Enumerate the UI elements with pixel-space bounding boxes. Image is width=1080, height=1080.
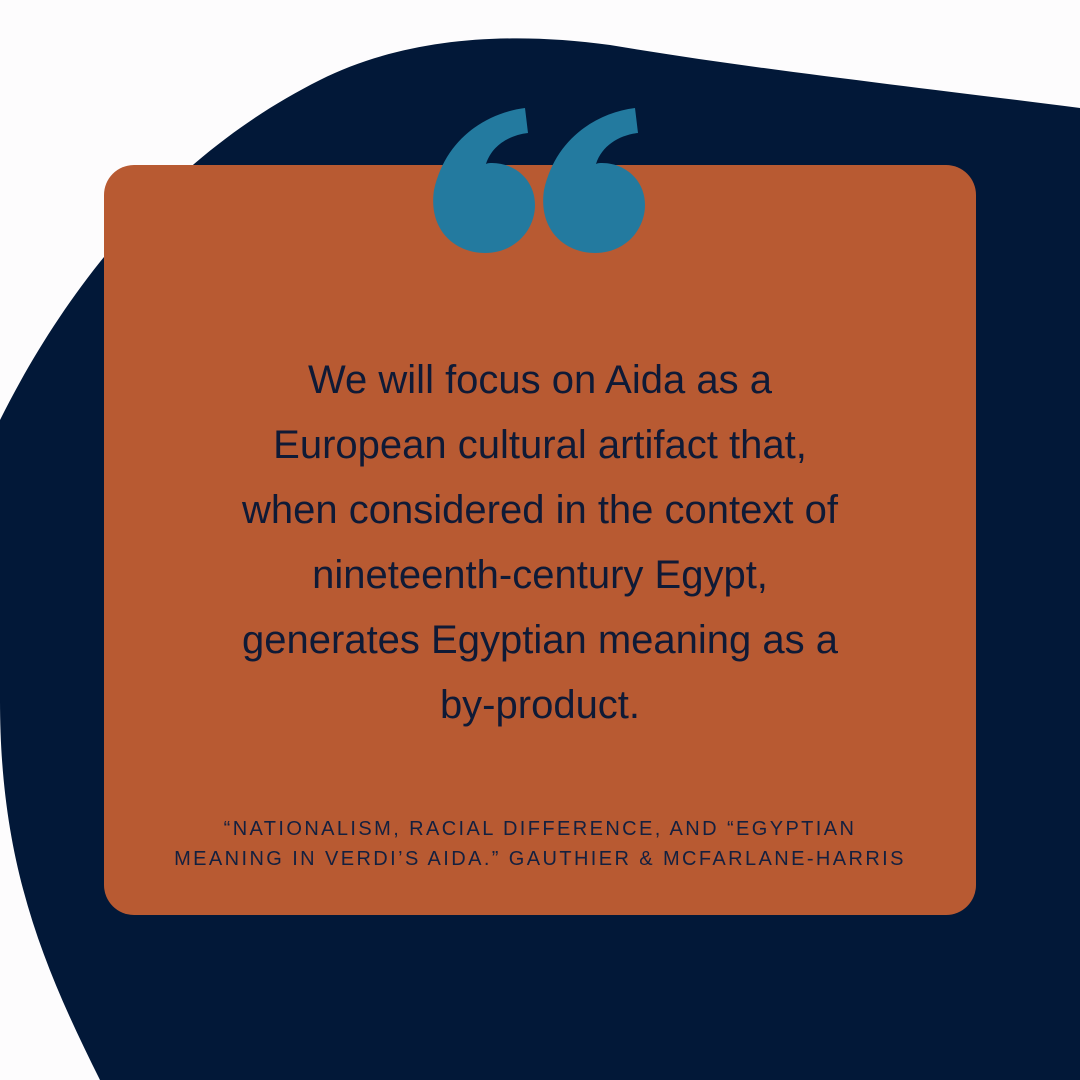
quote-line: European cultural artifact that, (273, 423, 807, 467)
quote-line: by-product. (439, 683, 641, 727)
quote-text: We will focus on Aida as a European cult… (150, 348, 930, 738)
quote-mark-left-glyph (433, 108, 535, 253)
quote-line: We will focus on Aida as a (308, 358, 772, 402)
quote-line: generates Egyptian meaning as a (242, 618, 838, 662)
citation-line: MEANING IN VERDI’S AIDA.” GAUTHIER & MCF… (174, 848, 906, 870)
quote-line: nineteenth-century Egypt, (312, 553, 768, 597)
citation: “NATIONALISM, RACIAL DIFFERENCE, AND “EG… (104, 814, 976, 874)
opening-quotation-mark-icon (433, 108, 645, 253)
quote-line: when considered in the context of (242, 488, 838, 532)
quote-card (104, 165, 976, 915)
citation-line: “NATIONALISM, RACIAL DIFFERENCE, AND “EG… (223, 818, 857, 840)
quote-mark-right-glyph (543, 108, 645, 253)
